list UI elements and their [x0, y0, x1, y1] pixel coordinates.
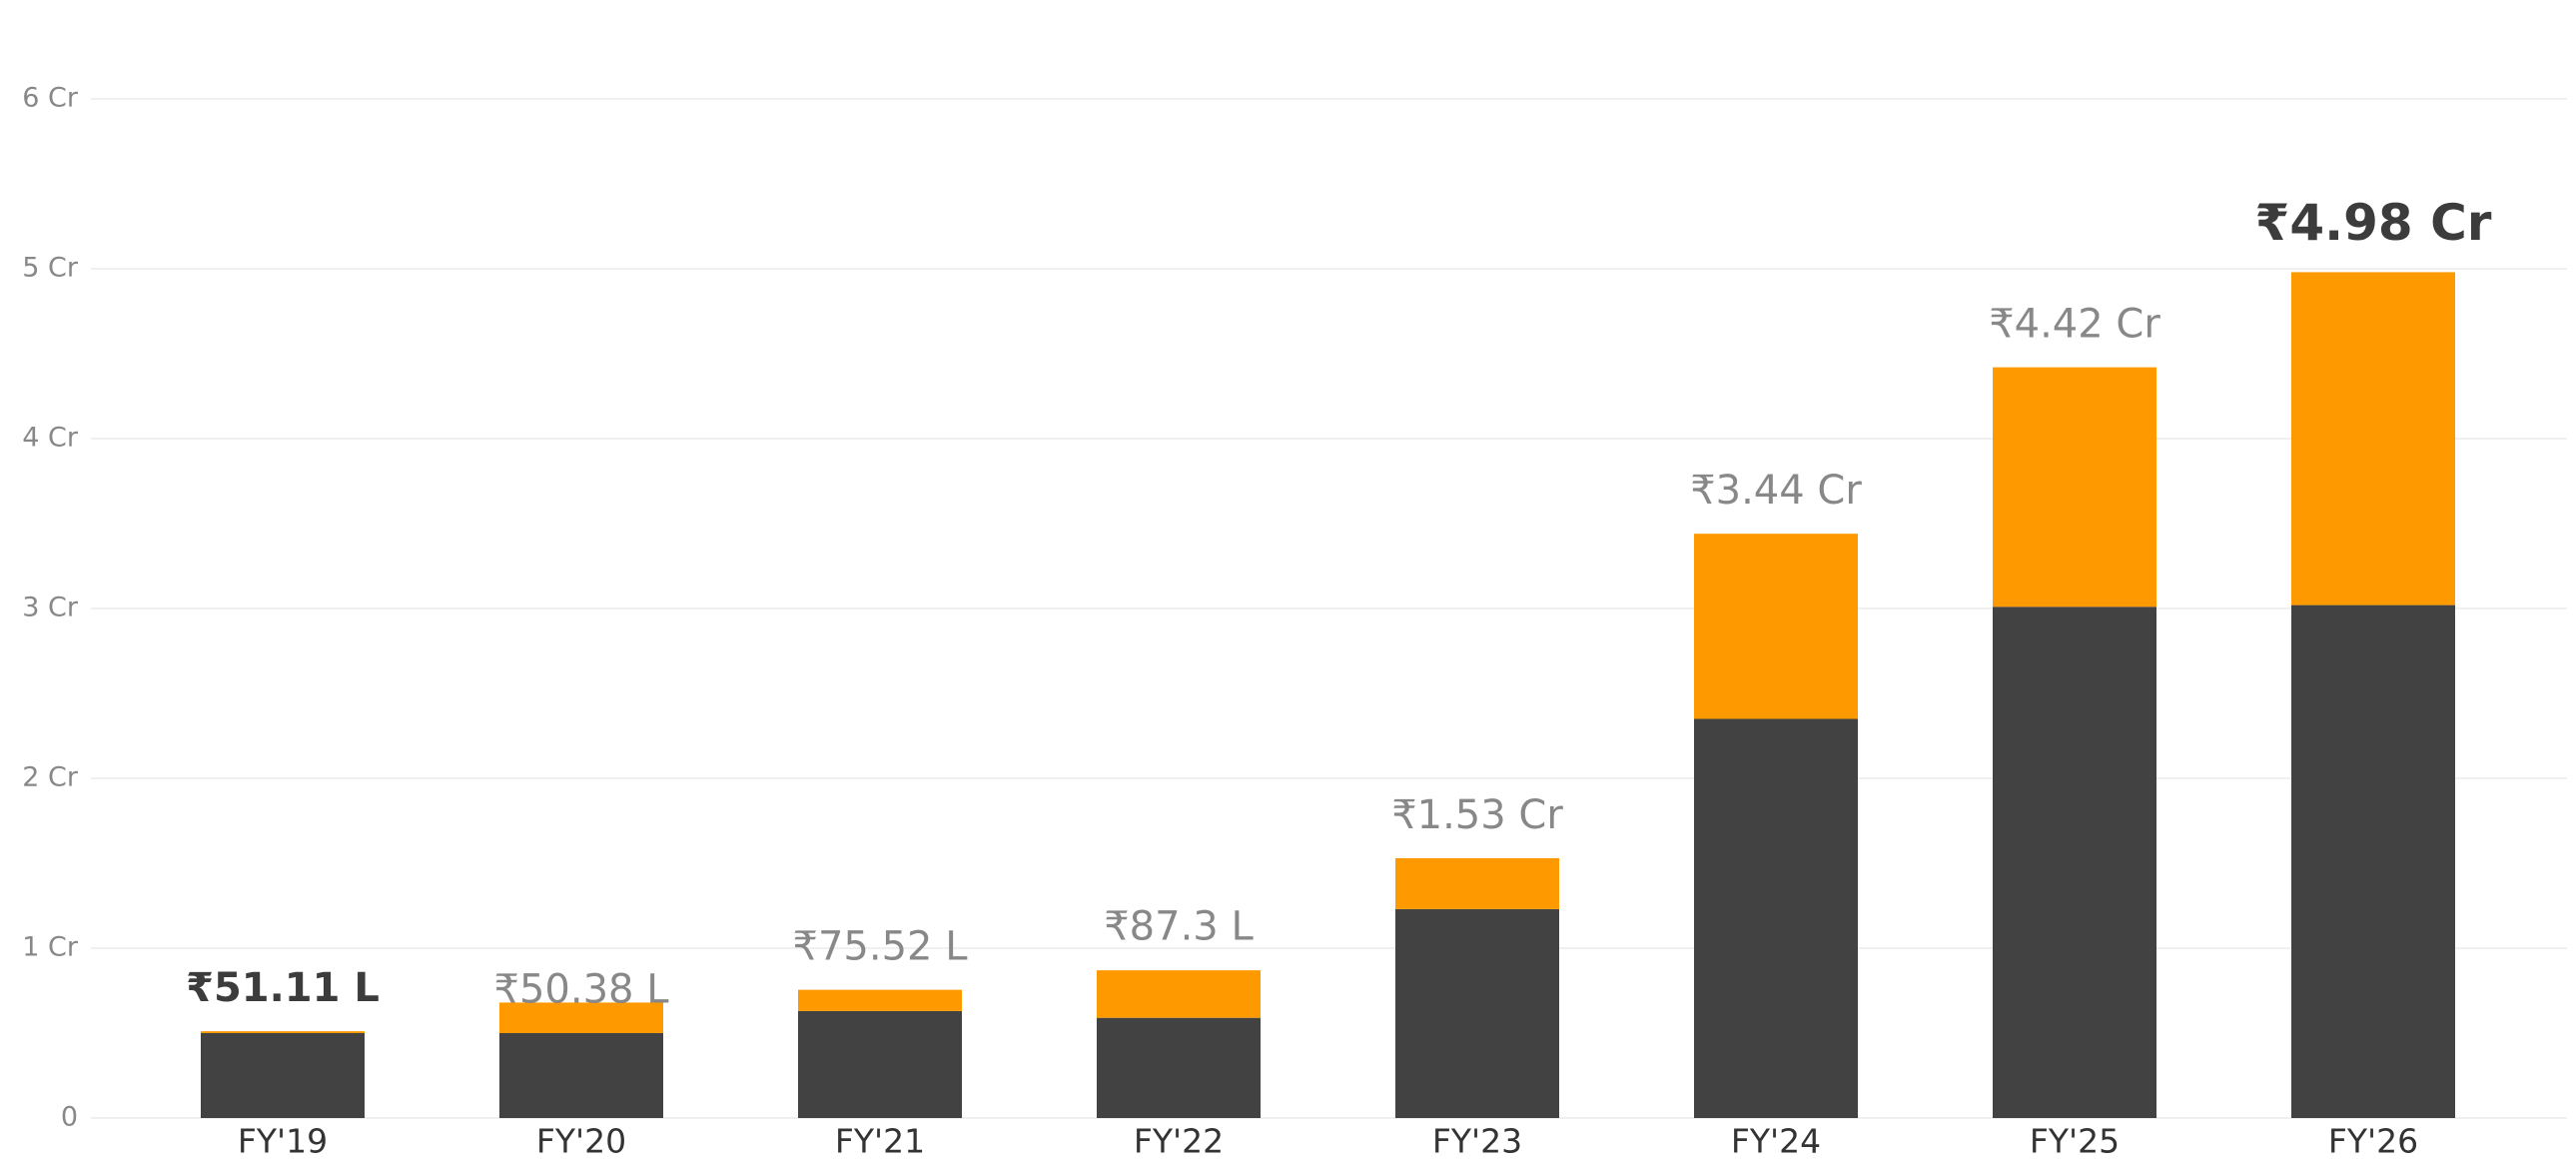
bar-segment	[1395, 908, 1559, 1118]
bar-segment	[798, 1010, 962, 1118]
x-tick-label: FY'22	[1134, 1122, 1224, 1161]
bar-segment	[2291, 272, 2455, 605]
x-tick-label: FY'24	[1731, 1122, 1821, 1161]
bar-segment	[499, 1002, 663, 1033]
total-label: ₹75.52 L	[793, 924, 969, 970]
y-tick-label: 1 Cr	[22, 932, 79, 963]
total-label: ₹51.11 L	[186, 965, 380, 1011]
total-label: ₹50.38 L	[494, 966, 670, 1012]
y-tick-label: 0	[61, 1102, 78, 1133]
bar-segment	[2291, 604, 2455, 1118]
bar-segment	[1993, 606, 2156, 1118]
total-label: ₹1.53 Cr	[1391, 792, 1563, 838]
total-label: ₹87.3 L	[1104, 904, 1254, 950]
x-tick-label: FY'23	[1432, 1122, 1522, 1161]
x-tick-label: FY'25	[2030, 1122, 2120, 1161]
y-tick-label: 3 Cr	[22, 592, 79, 623]
x-tick-label: FY'19	[238, 1122, 328, 1161]
total-label: ₹4.42 Cr	[1989, 302, 2160, 348]
x-tick-label: FY'26	[2328, 1122, 2418, 1161]
bar-segment	[798, 989, 962, 1011]
y-tick-label: 2 Cr	[22, 762, 79, 793]
bar-segment	[1993, 367, 2156, 607]
y-tick-label: 4 Cr	[22, 423, 79, 454]
x-tick-label: FY'21	[835, 1122, 925, 1161]
x-tick-label: FY'20	[536, 1122, 626, 1161]
total-label: ₹4.98 Cr	[2255, 194, 2492, 252]
y-tick-label: 6 Cr	[22, 83, 79, 114]
bar-segment	[1097, 970, 1261, 1018]
bar-segment	[1395, 857, 1559, 909]
bar-segment	[499, 1033, 663, 1118]
bar-segment	[1694, 718, 1858, 1118]
bar-segment	[1097, 1017, 1261, 1118]
bar-segment	[201, 1031, 365, 1033]
y-tick-label: 5 Cr	[22, 253, 79, 284]
bar-segment	[1694, 534, 1858, 719]
bar-segment	[201, 1033, 365, 1118]
total-label: ₹3.44 Cr	[1690, 468, 1862, 514]
